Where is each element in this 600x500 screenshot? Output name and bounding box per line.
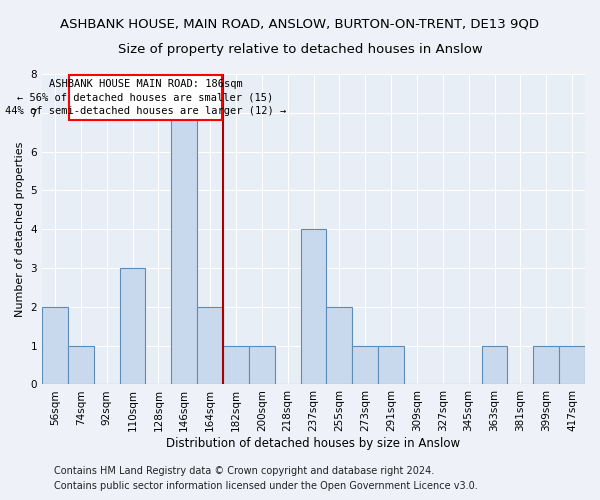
FancyBboxPatch shape — [69, 75, 222, 120]
Bar — [482, 346, 508, 385]
Bar — [197, 307, 223, 384]
Text: Contains public sector information licensed under the Open Government Licence v3: Contains public sector information licen… — [54, 481, 478, 491]
Text: 44% of semi-detached houses are larger (12) →: 44% of semi-detached houses are larger (… — [5, 106, 286, 116]
Text: Contains HM Land Registry data © Crown copyright and database right 2024.: Contains HM Land Registry data © Crown c… — [54, 466, 434, 476]
Bar — [42, 307, 68, 384]
Bar — [326, 307, 352, 384]
Bar — [301, 229, 326, 384]
Bar — [223, 346, 249, 385]
Text: ASHBANK HOUSE MAIN ROAD: 186sqm: ASHBANK HOUSE MAIN ROAD: 186sqm — [49, 79, 242, 89]
Y-axis label: Number of detached properties: Number of detached properties — [15, 142, 25, 317]
Bar — [352, 346, 378, 385]
Text: ASHBANK HOUSE, MAIN ROAD, ANSLOW, BURTON-ON-TRENT, DE13 9QD: ASHBANK HOUSE, MAIN ROAD, ANSLOW, BURTON… — [61, 18, 539, 30]
Bar — [378, 346, 404, 385]
Text: ← 56% of detached houses are smaller (15): ← 56% of detached houses are smaller (15… — [17, 92, 274, 102]
Text: Size of property relative to detached houses in Anslow: Size of property relative to detached ho… — [118, 42, 482, 56]
Bar — [68, 346, 94, 385]
Bar — [119, 268, 145, 384]
Bar — [533, 346, 559, 385]
Bar — [172, 113, 197, 384]
Bar — [249, 346, 275, 385]
Bar — [559, 346, 585, 385]
X-axis label: Distribution of detached houses by size in Anslow: Distribution of detached houses by size … — [166, 437, 461, 450]
